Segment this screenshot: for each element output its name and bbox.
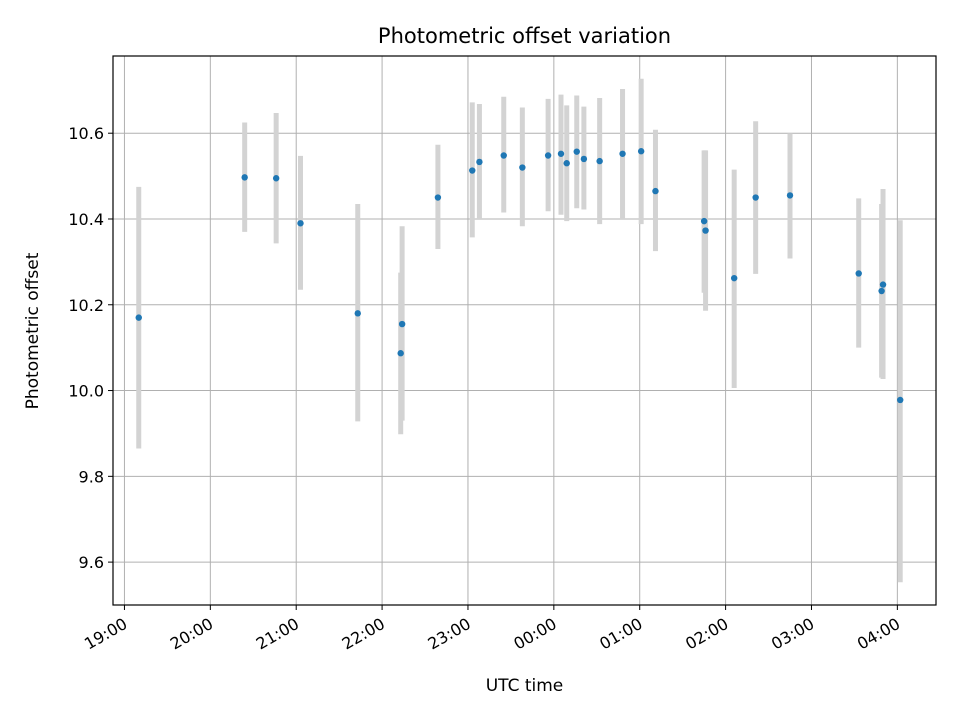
data-point bbox=[730, 274, 738, 282]
y-tick-label: 9.6 bbox=[79, 553, 104, 572]
data-point bbox=[596, 157, 603, 165]
x-tick-label: 21:00 bbox=[253, 614, 302, 654]
data-point bbox=[272, 175, 280, 182]
data-point bbox=[700, 217, 708, 225]
y-tick-label: 10.0 bbox=[68, 382, 104, 401]
y-tick-label: 10.6 bbox=[68, 124, 104, 143]
y-axis-label: Photometric offset bbox=[23, 252, 43, 409]
plot-frame bbox=[112, 55, 937, 606]
data-point bbox=[563, 160, 570, 167]
data-point bbox=[476, 158, 483, 166]
data-point bbox=[241, 174, 248, 181]
data-point bbox=[297, 220, 304, 227]
x-tick-label: 23:00 bbox=[425, 614, 474, 654]
x-axis-label: UTC time bbox=[486, 676, 564, 696]
data-point bbox=[637, 148, 645, 155]
y-tick-label: 10.4 bbox=[68, 210, 104, 229]
data-point bbox=[500, 152, 507, 159]
y-tick-label: 9.8 bbox=[79, 467, 104, 486]
x-tick-label: 00:00 bbox=[510, 614, 559, 654]
y-axis-ticks: 9.6 9.8 10.0 10.2 10.4 10.6 bbox=[68, 124, 113, 572]
x-tick-label: 04:00 bbox=[854, 614, 903, 654]
data-point bbox=[398, 320, 406, 328]
data-point bbox=[434, 194, 442, 201]
data-point bbox=[652, 187, 659, 195]
x-axis-ticks: 19:00 20:00 21:00 22:00 23:00 00:00 01:00 02:00… bbox=[81, 605, 903, 654]
data-point bbox=[573, 148, 580, 155]
data-point bbox=[897, 396, 904, 404]
data-point bbox=[519, 164, 526, 171]
data-point bbox=[752, 194, 759, 201]
x-tick-label: 20:00 bbox=[167, 614, 216, 654]
data-points bbox=[135, 148, 904, 404]
x-tick-label: 02:00 bbox=[682, 614, 731, 654]
data-point bbox=[619, 150, 626, 157]
data-point bbox=[786, 192, 794, 199]
data-point bbox=[702, 227, 709, 234]
x-tick-label: 01:00 bbox=[596, 614, 645, 654]
data-point bbox=[544, 152, 552, 159]
x-tick-label: 03:00 bbox=[768, 614, 817, 654]
data-point bbox=[878, 287, 885, 295]
data-point bbox=[557, 150, 565, 157]
data-point bbox=[855, 270, 862, 277]
x-tick-label: 22:00 bbox=[339, 614, 388, 654]
data-point bbox=[469, 167, 476, 174]
data-point bbox=[135, 314, 142, 321]
data-point bbox=[879, 281, 887, 288]
x-tick-label: 19:00 bbox=[81, 614, 130, 654]
y-tick-label: 10.2 bbox=[68, 296, 104, 315]
chart-title: Photometric offset variation bbox=[378, 24, 671, 48]
data-point bbox=[397, 350, 404, 357]
data-point bbox=[354, 310, 361, 317]
data-point bbox=[580, 155, 588, 163]
